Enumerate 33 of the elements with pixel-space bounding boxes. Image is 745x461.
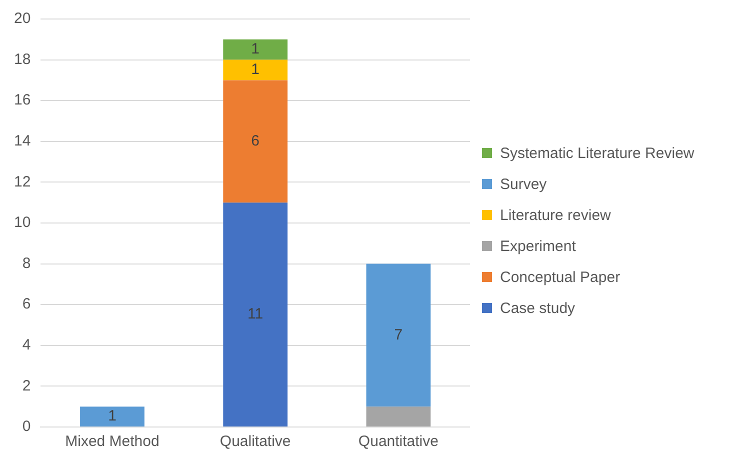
y-tick-label: 0 xyxy=(22,418,31,436)
x-tick-label: Quantitative xyxy=(358,433,438,450)
bar xyxy=(80,406,144,426)
legend-label: Experiment xyxy=(500,238,576,254)
y-tick-label: 14 xyxy=(14,132,31,150)
x-tick-label: Mixed Method xyxy=(65,433,160,450)
y-tick-label: 10 xyxy=(14,214,31,232)
y-tick-label: 20 xyxy=(14,10,31,28)
bar xyxy=(223,80,288,203)
x-tick-label: Qualitative xyxy=(220,433,291,450)
legend-label: Survey xyxy=(500,176,547,192)
data-label: 1 xyxy=(251,40,260,58)
legend-label: Literature review xyxy=(500,206,611,224)
y-tick-label: 4 xyxy=(22,336,31,354)
legend-label: Systematic Literature Review xyxy=(500,144,694,162)
y-tick-label: 12 xyxy=(14,173,31,190)
legend-label: Case study xyxy=(500,300,576,316)
data-label: 1 xyxy=(251,61,260,78)
data-label: 7 xyxy=(394,326,403,344)
bar xyxy=(366,406,431,426)
bar xyxy=(223,60,288,80)
bar xyxy=(366,264,431,407)
bar xyxy=(223,202,288,426)
y-tick-label: 16 xyxy=(14,92,31,109)
data-label: 11 xyxy=(248,306,264,323)
y-tick-label: 8 xyxy=(22,254,31,272)
y-tick-label: 18 xyxy=(14,50,31,68)
y-tick-label: 2 xyxy=(22,377,31,394)
data-label: 1 xyxy=(108,408,116,425)
legend-label: Conceptual Paper xyxy=(500,268,620,286)
bar xyxy=(223,39,288,60)
y-tick-label: 6 xyxy=(22,296,31,313)
data-label: 6 xyxy=(251,132,260,150)
